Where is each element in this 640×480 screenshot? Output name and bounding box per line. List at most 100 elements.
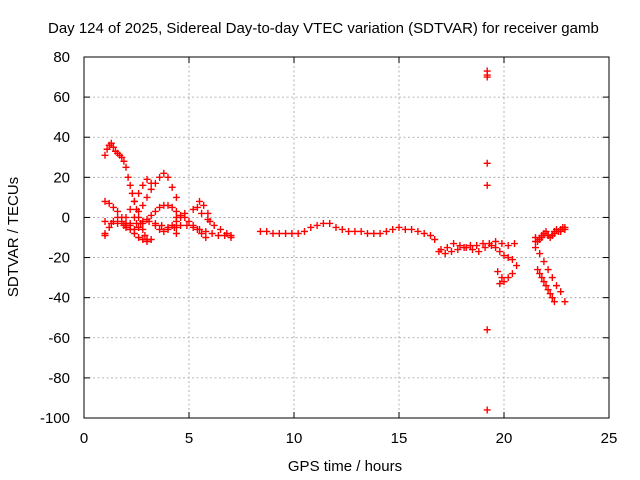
x-tick-label: 15	[391, 430, 408, 447]
data-point	[139, 225, 147, 233]
data-point	[164, 173, 172, 181]
data-point	[431, 236, 439, 244]
data-point	[401, 225, 409, 233]
data-point	[536, 236, 544, 244]
data-point	[151, 179, 159, 187]
data-point	[135, 223, 143, 231]
data-point	[532, 244, 539, 252]
data-point	[395, 223, 403, 231]
data-point	[101, 231, 109, 239]
data-point	[101, 151, 109, 159]
data-point	[481, 244, 489, 252]
data-point	[508, 256, 516, 264]
data-point	[475, 248, 483, 256]
y-tick-label: 0	[62, 209, 70, 226]
data-point	[508, 270, 516, 278]
data-point	[561, 298, 569, 306]
data-point	[217, 225, 224, 233]
data-point	[450, 240, 458, 248]
data-point	[202, 234, 210, 241]
data-point	[183, 221, 191, 229]
data-point	[105, 223, 113, 231]
data-point	[118, 153, 126, 161]
data-point	[483, 406, 491, 414]
data-point	[269, 229, 277, 237]
y-axis-label: SDTVAR / TECUs	[5, 177, 22, 297]
data-point	[164, 201, 172, 209]
y-tick-label: -40	[48, 290, 70, 307]
data-point	[196, 197, 203, 205]
x-tick-label: 20	[496, 430, 513, 447]
data-point	[168, 183, 176, 191]
data-point	[189, 223, 197, 231]
data-point	[139, 181, 147, 189]
axis-ticks: 0 5 10 15 20 25 -100 -80 -60 -40 -20 0 20 40 60 80	[40, 49, 617, 447]
data-point	[546, 290, 554, 298]
x-axis-label: GPS time / hours	[288, 458, 402, 475]
data-point	[198, 209, 206, 217]
x-tick-label: 0	[80, 430, 88, 447]
data-point	[351, 227, 359, 235]
data-point	[500, 252, 508, 260]
data-point	[147, 185, 155, 193]
data-point	[483, 159, 491, 167]
data-point	[128, 189, 136, 197]
data-point	[370, 229, 378, 237]
data-point	[263, 227, 271, 235]
data-point	[498, 274, 506, 282]
y-tick-label: 80	[53, 49, 70, 66]
data-point	[456, 242, 464, 250]
data-point	[532, 234, 539, 241]
data-point	[462, 244, 470, 252]
data-point	[210, 221, 218, 229]
data-point	[504, 274, 512, 282]
data-point	[513, 262, 521, 270]
data-point	[135, 207, 143, 215]
data-point	[120, 157, 128, 165]
data-point	[492, 238, 500, 246]
data-point	[196, 225, 203, 233]
data-point	[389, 225, 397, 233]
data-point	[200, 201, 208, 209]
data-point	[414, 227, 422, 235]
data-point	[126, 205, 134, 213]
data-point	[427, 231, 434, 239]
data-point	[548, 294, 556, 302]
data-point	[145, 217, 153, 225]
data-point	[500, 278, 508, 286]
x-tick-label: 5	[185, 430, 193, 447]
data-point	[208, 229, 216, 237]
data-point	[492, 244, 500, 252]
data-point	[536, 250, 544, 258]
data-point	[172, 207, 180, 215]
data-point	[139, 236, 147, 244]
data-point	[109, 143, 117, 151]
data-point	[151, 207, 159, 215]
data-point	[357, 227, 365, 235]
data-point	[301, 227, 308, 235]
data-point	[151, 219, 159, 227]
data-point	[177, 211, 185, 219]
data-point	[483, 326, 491, 334]
data-point	[553, 282, 560, 290]
y-tick-label: -60	[48, 330, 70, 347]
data-point	[544, 286, 552, 294]
data-point	[376, 229, 384, 237]
data-point	[542, 227, 550, 235]
data-point	[101, 217, 109, 225]
data-point	[141, 231, 149, 239]
data-points	[101, 67, 569, 414]
data-point	[437, 246, 445, 254]
data-point	[181, 209, 189, 217]
data-point	[294, 229, 302, 237]
data-point	[364, 229, 371, 237]
data-point	[139, 217, 147, 225]
data-point	[408, 225, 416, 233]
data-point	[496, 280, 504, 288]
data-point	[256, 227, 264, 235]
data-series	[101, 67, 569, 414]
data-point	[120, 221, 128, 229]
data-point	[147, 211, 155, 219]
chart-title: Day 124 of 2025, Sidereal Day-to-day VTE…	[48, 20, 599, 37]
